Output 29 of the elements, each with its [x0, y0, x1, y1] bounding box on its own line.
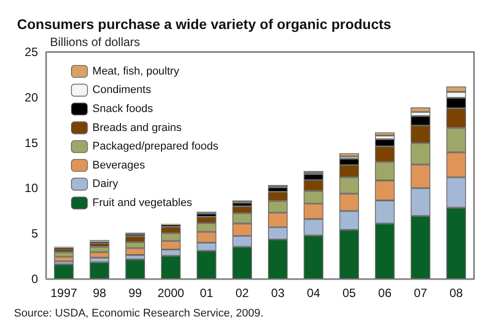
x-tick-label: 02 — [235, 286, 250, 300]
x-tick-label: 03 — [271, 286, 285, 300]
legend-label: Dairy — [92, 178, 119, 190]
x-tick-label: 99 — [128, 286, 142, 300]
legend-label: Meat, fish, poultry — [92, 65, 180, 78]
legend-label: Fruit and vegetables — [92, 197, 193, 209]
legend-label: Breads and grains — [92, 122, 182, 134]
x-tick-label: 01 — [200, 286, 214, 300]
legend-label: Condiments — [92, 84, 152, 96]
y-tick-label: 20 — [24, 90, 38, 104]
y-tick-label: 15 — [24, 136, 38, 150]
x-tick-label: 06 — [378, 286, 392, 300]
legend-label: Beverages — [92, 159, 146, 172]
x-tick-label: 1997 — [50, 286, 78, 300]
x-tick-label: 08 — [449, 286, 464, 300]
y-tick-label: 10 — [24, 181, 38, 196]
source-note: Source: USDA, Economic Research Service, 2009. — [14, 308, 264, 320]
y-axis-title: Billions of dollars — [50, 35, 140, 49]
x-tick-label: 98 — [92, 286, 106, 300]
y-tick-label: 25 — [24, 45, 38, 59]
x-tick-label: 2000 — [157, 286, 185, 300]
legend-label: Snack foods — [92, 103, 154, 115]
y-tick-label: 5 — [31, 226, 38, 241]
x-tick-label: 04 — [306, 286, 320, 300]
y-tick-label: 0 — [31, 272, 38, 286]
x-tick-label: 07 — [414, 286, 428, 300]
chart-title: Consumers purchase a wide variety of organic products — [17, 16, 392, 32]
legend-label: Packaged/prepared foods — [92, 140, 219, 153]
x-tick-label: 05 — [342, 286, 356, 300]
